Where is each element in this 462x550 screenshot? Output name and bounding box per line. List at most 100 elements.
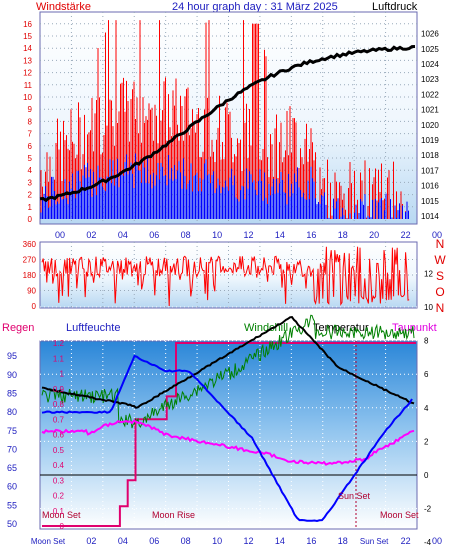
hour-tick-label: 00 (55, 230, 65, 240)
humidity-line (41, 354, 413, 523)
wind-strength-label: Windstärke (36, 1, 91, 13)
bottom-hour-tick-label: 02 (86, 536, 96, 546)
rain-tick-label: 0 (60, 522, 65, 531)
pressure-tick-label: 1026 (421, 30, 439, 39)
hour-tick-label: 18 (338, 230, 348, 240)
humidity-tick-label: 95 (7, 351, 17, 361)
temperature-tick-label: 8 (424, 337, 429, 346)
humidity-axis-ticks: 95 90 85 80 75 70 65 60 55 50 (7, 351, 17, 529)
bottom-hour-tick-label: 06 (149, 536, 159, 546)
humidity-legend: Luftfeuchte (66, 322, 120, 334)
wind-tick-label: 9 (28, 105, 33, 114)
wind-tick-label: 13 (23, 56, 32, 65)
bottom-hour-axis-ticks: Moon Set 02 04 06 08 10 12 14 16 18 Sun Set 22 00 (31, 536, 442, 546)
moon-set-left-label: Moon Set (42, 510, 81, 520)
humidity-tick-label: 80 (7, 407, 17, 417)
temperature-tick-label: 4 (424, 404, 429, 413)
temperature-legend: Temperatur (313, 322, 369, 334)
direction-tick-label: 270 (23, 256, 37, 265)
hour-tick-label: 22 (401, 230, 411, 240)
rain-tick-label: 0.4 (53, 461, 65, 470)
humidity-tick-label: 65 (7, 463, 17, 473)
hour-tick-label: 14 (275, 230, 285, 240)
bottom-hour-tick-label: Moon Set (31, 537, 66, 546)
bottom-hour-tick-label: 04 (118, 536, 128, 546)
temperature-line (41, 316, 415, 409)
hour-tick-label: 00 (432, 230, 442, 240)
pressure-label: Luftdruck (372, 1, 418, 13)
rain-tick-label: 0.7 (53, 415, 65, 424)
wind-tick-label: 3 (28, 178, 33, 187)
direction-tick-label: 90 (27, 287, 36, 296)
direction-tick-label: 360 (23, 240, 37, 249)
wind-tick-label: 12 (23, 69, 32, 78)
direction-tick-label: 180 (23, 271, 37, 280)
temperature-tick-label: 10 (424, 303, 433, 312)
direction-axis-ticks: 360 270 180 90 0 (23, 240, 37, 311)
rain-legend: Regen (2, 322, 34, 334)
wind-tick-label: 7 (28, 130, 33, 139)
humidity-tick-label: 60 (7, 482, 17, 492)
rain-tick-label: 1.2 (53, 339, 65, 348)
humidity-tick-label: 90 (7, 370, 17, 380)
compass-label: N (436, 301, 445, 315)
pressure-tick-label: 1023 (421, 75, 439, 84)
sun-set-label: Sun Set (338, 491, 371, 501)
direction-panel-grid (40, 242, 417, 308)
hour-tick-label: 16 (306, 230, 316, 240)
pressure-tick-label: 1024 (421, 60, 439, 69)
bottom-hour-tick-label: 16 (306, 536, 316, 546)
pressure-tick-label: 1017 (421, 166, 439, 175)
pressure-tick-label: 1019 (421, 136, 439, 145)
bottom-hour-tick-label: 10 (212, 536, 222, 546)
hour-tick-label: 06 (149, 230, 159, 240)
wind-direction-line (41, 246, 410, 307)
pressure-tick-label: 1021 (421, 106, 439, 115)
hour-tick-label: 20 (369, 230, 379, 240)
bottom-hour-tick-label: 00 (432, 536, 442, 546)
pressure-tick-label: 1015 (421, 197, 439, 206)
wind-tick-label: 15 (23, 32, 32, 41)
wind-tick-label: 10 (23, 93, 32, 102)
rain-tick-label: 1 (60, 370, 65, 379)
temperature-axis-ticks: 12 10 8 6 4 2 0 -2 -4 (424, 269, 433, 547)
wind-tick-label: 1 (28, 203, 33, 212)
humidity-tick-label: 55 (7, 500, 17, 510)
temperature-tick-label: 0 (424, 471, 429, 480)
rain-tick-label: 0.8 (53, 400, 65, 409)
compass-label: O (435, 285, 444, 299)
rain-tick-label: 1.1 (53, 354, 65, 363)
wind-tick-label: 2 (28, 191, 33, 200)
rain-axis-ticks: 1.2 1.1 1 0.9 0.8 0.7 0.6 0.5 0.4 0.3 0.2 0.1 0 (53, 339, 65, 531)
compass-label: W (434, 253, 446, 267)
bottom-hour-tick-label: 22 (401, 536, 411, 546)
rain-line (42, 342, 416, 527)
hour-tick-label: 04 (118, 230, 128, 240)
temperature-tick-label: -4 (424, 538, 432, 547)
humidity-tick-label: 70 (7, 444, 17, 454)
windchill-line (41, 314, 415, 429)
temperature-tick-label: 12 (424, 269, 433, 278)
bottom-hour-tick-label: Sun Set (360, 537, 389, 546)
temperature-panel-grid (40, 272, 417, 543)
pressure-tick-label: 1018 (421, 151, 439, 160)
wind-direction-series (41, 246, 410, 307)
hour-tick-label: 12 (243, 230, 253, 240)
pressure-line (39, 45, 416, 203)
direction-tick-label: 0 (32, 302, 37, 311)
page-title: 24 hour graph day : 31 März 2025 (172, 1, 338, 13)
pressure-tick-label: 1014 (421, 212, 439, 221)
wind-tick-label: 8 (28, 117, 33, 126)
wind-tick-label: 16 (23, 20, 32, 29)
pressure-tick-label: 1016 (421, 182, 439, 191)
wind-average-series (40, 153, 409, 219)
wind-tick-label: 6 (28, 142, 33, 151)
bottom-hour-tick-label: 12 (243, 536, 253, 546)
compass-label: S (436, 269, 444, 283)
humidity-tick-label: 50 (7, 519, 17, 529)
bottom-hour-tick-label: 18 (338, 536, 348, 546)
rain-tick-label: 0.6 (53, 431, 65, 440)
